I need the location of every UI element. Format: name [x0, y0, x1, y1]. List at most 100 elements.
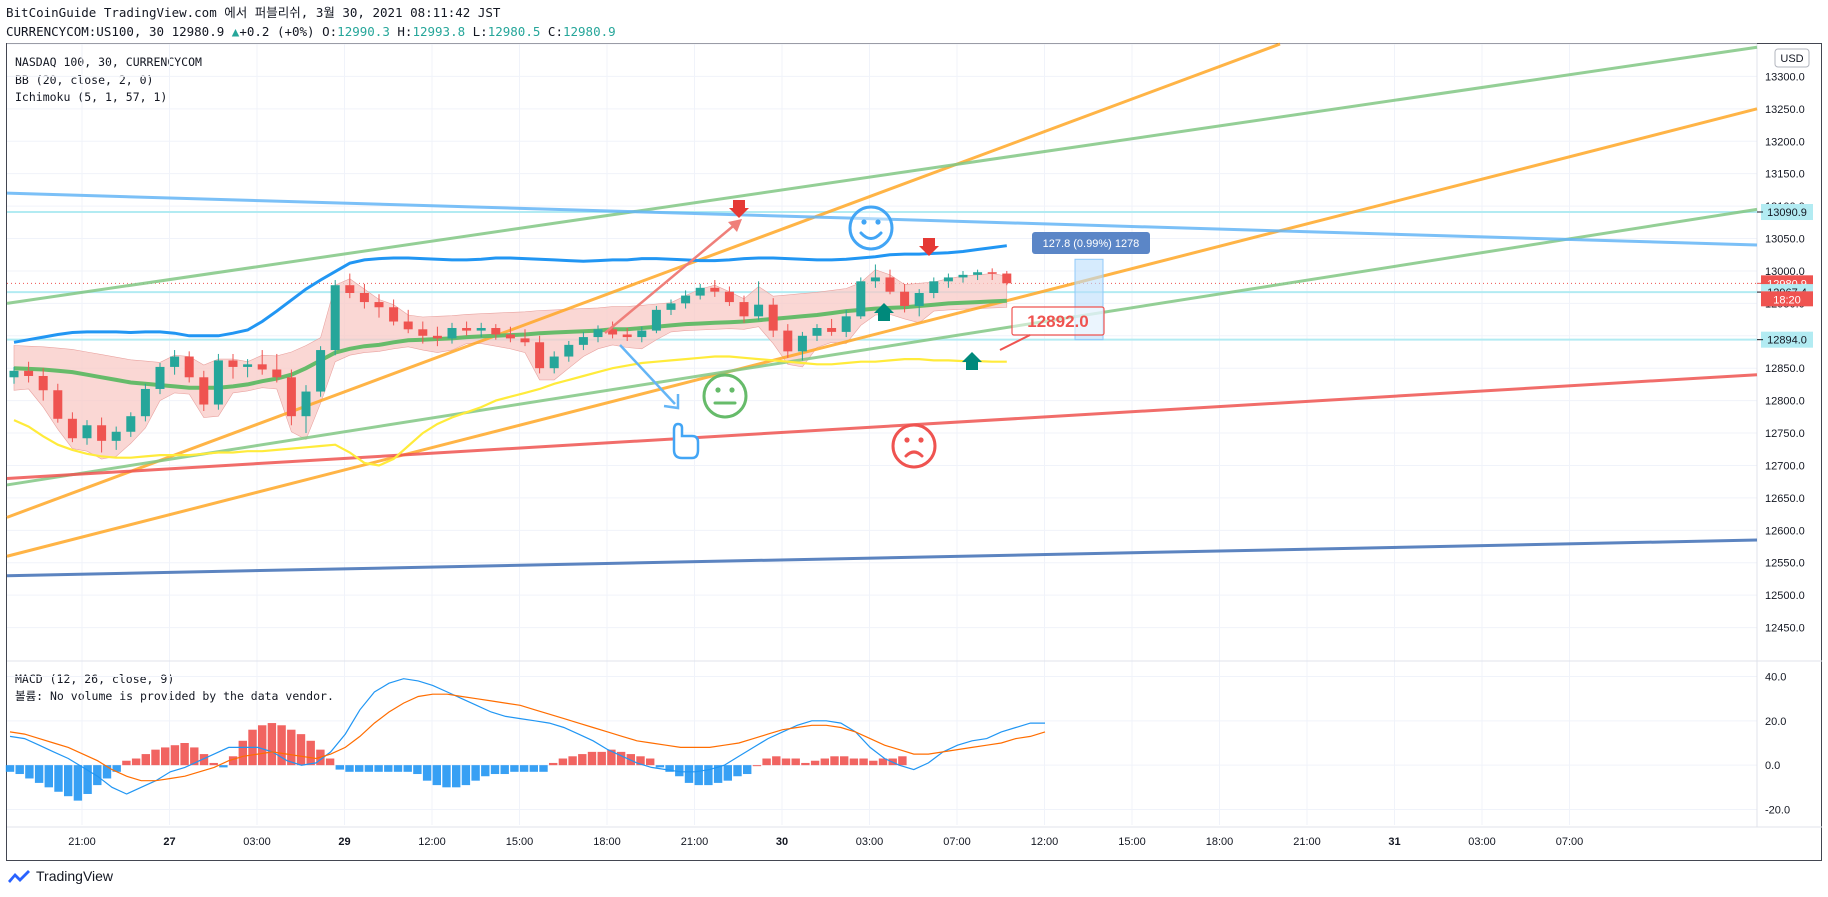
- time-tick-label: 12:00: [418, 836, 446, 848]
- candle: [155, 366, 165, 389]
- candle: [797, 335, 807, 352]
- candle: [885, 277, 895, 292]
- price-tick-label: 13200.0: [1765, 136, 1805, 148]
- open-value: 12990.3: [337, 24, 390, 39]
- currency-tag[interactable]: [1774, 48, 1810, 68]
- macd-line: [9, 678, 1045, 795]
- candle: [812, 328, 822, 336]
- macd-histogram-bar: [675, 765, 684, 777]
- time-tick-label: 03:00: [243, 836, 271, 848]
- macd-histogram-bar: [568, 756, 577, 766]
- candle: [418, 329, 428, 336]
- candle: [973, 272, 983, 275]
- macd-histogram-bar: [849, 758, 859, 766]
- candle: [958, 274, 968, 278]
- macd-histogram-bar: [151, 749, 160, 766]
- orange-trendline-upper: [6, 42, 1281, 519]
- macd-histogram-bar: [490, 765, 500, 775]
- blue-trendline: [6, 191, 1758, 247]
- candle: [184, 356, 194, 378]
- macd-histogram-bar: [616, 751, 626, 766]
- macd-legend: MACD (12, 26, close, 9): [15, 672, 174, 686]
- macd-histogram-bar: [452, 765, 461, 788]
- macd-histogram-bar: [34, 765, 44, 783]
- countdown-box: [1761, 291, 1813, 307]
- time-tick-label: 12:00: [1031, 836, 1059, 848]
- navy-trendline: [6, 538, 1758, 578]
- projection-arrowhead-down: [663, 394, 680, 410]
- macd-tick-label: 20.0: [1765, 716, 1786, 728]
- macd-histogram-bar: [684, 765, 694, 783]
- candle: [53, 390, 63, 419]
- pointing-hand-icon: [672, 422, 700, 460]
- price-tick-label: 13050.0: [1765, 234, 1805, 246]
- candle: [374, 302, 384, 308]
- macd-histogram-bar: [607, 749, 616, 766]
- macd-histogram-bar: [597, 751, 606, 766]
- macd-histogram-bar: [73, 765, 83, 801]
- macd-histogram-bar: [64, 765, 73, 797]
- macd-histogram-bar: [267, 723, 277, 766]
- candle: [403, 321, 413, 330]
- macd-histogram-bar: [219, 765, 228, 768]
- macd-histogram-bar: [510, 765, 519, 772]
- price-tick-label: 12450.0: [1765, 623, 1805, 635]
- time-tick-label: 03:00: [856, 836, 884, 848]
- price-label-box: [1761, 331, 1813, 348]
- candle: [505, 334, 515, 339]
- macd-histogram-bar: [238, 740, 247, 766]
- macd-histogram-bar: [801, 762, 810, 766]
- macd-histogram-bar: [5, 765, 15, 772]
- macd-histogram-bar: [481, 765, 490, 777]
- low-value: 12980.5: [487, 24, 541, 39]
- macd-histogram-bar: [190, 747, 199, 766]
- candle: [24, 370, 34, 376]
- candle: [82, 425, 92, 439]
- sad-face-icon: [891, 423, 937, 469]
- last-price: 12980.9: [171, 24, 225, 39]
- macd-histogram-bar: [772, 756, 781, 766]
- tradingview-logo-icon: [8, 870, 30, 883]
- time-tick-label: 15:00: [506, 836, 534, 848]
- candle: [228, 360, 238, 367]
- macd-histogram-bar: [384, 765, 393, 772]
- candle: [447, 328, 457, 339]
- candle: [1002, 273, 1012, 284]
- time-tick-label: 18:00: [593, 836, 621, 848]
- macd-histogram-bar: [733, 765, 742, 777]
- volume-note: 볼륨: No volume is provided by the data ve…: [15, 689, 334, 703]
- candle: [345, 285, 355, 293]
- high-value: 12993.8: [412, 24, 466, 39]
- macd-histogram-bar: [781, 758, 791, 766]
- candle: [651, 309, 661, 331]
- time-tick-label: 21:00: [1293, 836, 1321, 848]
- macd-histogram-bar: [587, 751, 597, 766]
- macd-histogram-bar: [471, 765, 480, 781]
- time-tick-label: 07:00: [943, 836, 971, 848]
- macd-histogram-bar: [258, 725, 267, 766]
- price-tick-label: 12850.0: [1765, 363, 1805, 375]
- price-annotation-box: [1011, 306, 1105, 336]
- smile-face-icon: [848, 205, 894, 251]
- macd-histogram-bar: [296, 734, 306, 766]
- macd-histogram-bar: [529, 765, 538, 772]
- price-tick-label: 12550.0: [1765, 558, 1805, 570]
- green-trendline-lower: [6, 207, 1758, 487]
- macd-histogram-bar: [655, 765, 665, 768]
- candle: [286, 377, 296, 417]
- macd-histogram-bar: [393, 765, 403, 772]
- macd-histogram-bar: [306, 740, 315, 766]
- footer-brand[interactable]: TradingView: [6, 868, 113, 884]
- macd-tick-label: 40.0: [1765, 672, 1786, 684]
- time-tick-label: 21:00: [681, 836, 709, 848]
- ichimoku-legend: Ichimoku (5, 1, 57, 1): [15, 90, 167, 104]
- time-tick-label: 15:00: [1118, 836, 1146, 848]
- buy-arrow-icon: [962, 352, 982, 370]
- macd-histogram-bar: [141, 754, 150, 766]
- price-tick-label: 12500.0: [1765, 590, 1805, 602]
- price-tick-label: 12600.0: [1765, 525, 1805, 537]
- macd-histogram-bar: [161, 747, 170, 766]
- time-tick-label: 29: [338, 836, 350, 848]
- macd-histogram-bar: [44, 765, 53, 788]
